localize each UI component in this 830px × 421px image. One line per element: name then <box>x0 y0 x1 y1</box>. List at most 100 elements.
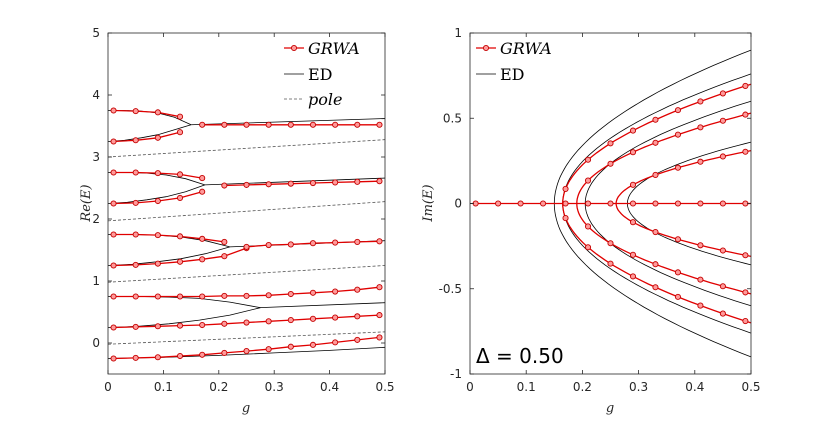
pole-line <box>107 139 386 158</box>
grwa-point <box>629 273 637 280</box>
grwa-line <box>113 336 380 360</box>
grwa-point <box>154 260 161 267</box>
grwa-point <box>719 310 726 317</box>
grwa-point <box>629 219 637 226</box>
grwa-point <box>629 181 637 188</box>
ed-branch <box>584 203 752 307</box>
grwa-point <box>742 148 749 155</box>
grwa-point <box>287 343 294 350</box>
grwa-point <box>629 200 637 207</box>
legend-grwa-label: GRWA <box>500 39 552 58</box>
grwa-point <box>176 113 184 120</box>
legend-pole-label: pole <box>308 90 342 109</box>
grwa-point <box>607 160 614 167</box>
grwa-point <box>674 200 681 207</box>
grwa-point <box>607 140 614 147</box>
ed-branch <box>627 141 752 204</box>
grwa-point <box>199 321 206 329</box>
grwa-point <box>562 215 569 222</box>
grwa-point <box>652 171 659 179</box>
pole-line <box>107 331 386 345</box>
grwa-point <box>742 111 749 118</box>
left-xlabel: g <box>242 401 250 416</box>
grwa-point <box>652 116 659 123</box>
grwa-point <box>607 240 614 247</box>
grwa-point <box>309 240 317 247</box>
x-tick-label: 0.4 <box>320 380 339 394</box>
grwa-point <box>110 169 117 176</box>
grwa-point <box>540 200 547 207</box>
grwa-point <box>562 185 569 192</box>
grwa-point <box>265 181 272 188</box>
ed-branch <box>584 100 752 204</box>
grwa-point <box>265 346 272 353</box>
grwa-point <box>354 336 361 343</box>
ed-lower-branch <box>107 307 261 328</box>
right-panel: 0 0.1 0.2 0.3 0.4 0.5 -1 -0.5 0 0.5 1 g Im(E) GRWA… <box>421 26 761 416</box>
grwa-point <box>265 121 272 128</box>
y-tick-label: 0 <box>454 197 462 211</box>
grwa-point <box>674 131 681 138</box>
x-tick-label: 0 <box>104 380 112 394</box>
grwa-point <box>265 241 272 249</box>
grwa-point <box>110 107 117 114</box>
left-legend: GRWA ED pole <box>284 39 360 109</box>
ed-curves <box>470 49 752 358</box>
x-tick-label: 0.5 <box>375 380 394 394</box>
grwa-point <box>584 177 592 184</box>
x-tick-label: 0 <box>466 380 474 394</box>
grwa-line <box>224 180 380 187</box>
grwa-point <box>652 261 659 268</box>
grwa-point <box>719 247 726 254</box>
grwa-point <box>199 121 206 128</box>
grwa-point <box>199 256 206 263</box>
grwa-point <box>697 276 704 283</box>
grwa-line <box>113 233 225 243</box>
legend-grwa-marker <box>290 44 298 52</box>
grwa-point <box>132 293 139 300</box>
grwa-point <box>652 200 659 207</box>
grwa-point <box>562 200 569 207</box>
grwa-point <box>332 179 339 186</box>
grwa-point <box>287 241 294 248</box>
grwa-point <box>309 315 317 322</box>
grwa-point <box>674 293 681 300</box>
ed-branch <box>562 203 752 334</box>
grwa-point <box>287 121 294 128</box>
grwa-point <box>110 355 117 362</box>
grwa-point <box>154 232 161 239</box>
right-xlabel: g <box>606 401 614 416</box>
grwa-point <box>584 223 592 230</box>
grwa-point <box>376 334 383 341</box>
grwa-series <box>110 107 383 362</box>
grwa-point <box>243 348 250 355</box>
y-tick-label: -1 <box>450 367 462 381</box>
delta-annotation: Δ = 0.50 <box>476 344 564 368</box>
grwa-point <box>287 180 294 187</box>
grwa-line <box>113 109 181 118</box>
x-tick-label: 0.2 <box>573 380 592 394</box>
ed-merged-branch <box>204 177 386 186</box>
grwa-point <box>110 324 117 331</box>
grwa-point <box>584 156 592 163</box>
y-tick-label: -0.5 <box>439 282 462 296</box>
grwa-point <box>199 351 206 358</box>
grwa-point <box>652 139 659 146</box>
grwa-point <box>154 109 161 116</box>
grwa-point <box>652 228 659 236</box>
grwa-point <box>652 284 659 291</box>
y-tick-label: 3 <box>92 150 100 164</box>
grwa-point <box>376 312 383 319</box>
grwa-point <box>742 289 749 296</box>
grwa-point <box>742 82 749 89</box>
y-tick-label: 4 <box>92 88 100 102</box>
y-tick-label: 5 <box>92 26 100 40</box>
grwa-point <box>376 284 383 291</box>
grwa-point <box>154 197 161 205</box>
pole-lines <box>107 139 386 345</box>
grwa-point <box>354 313 361 320</box>
pole-line <box>107 201 386 222</box>
grwa-point <box>697 98 704 105</box>
ed-merged-branch <box>260 302 386 309</box>
grwa-point <box>607 200 614 207</box>
